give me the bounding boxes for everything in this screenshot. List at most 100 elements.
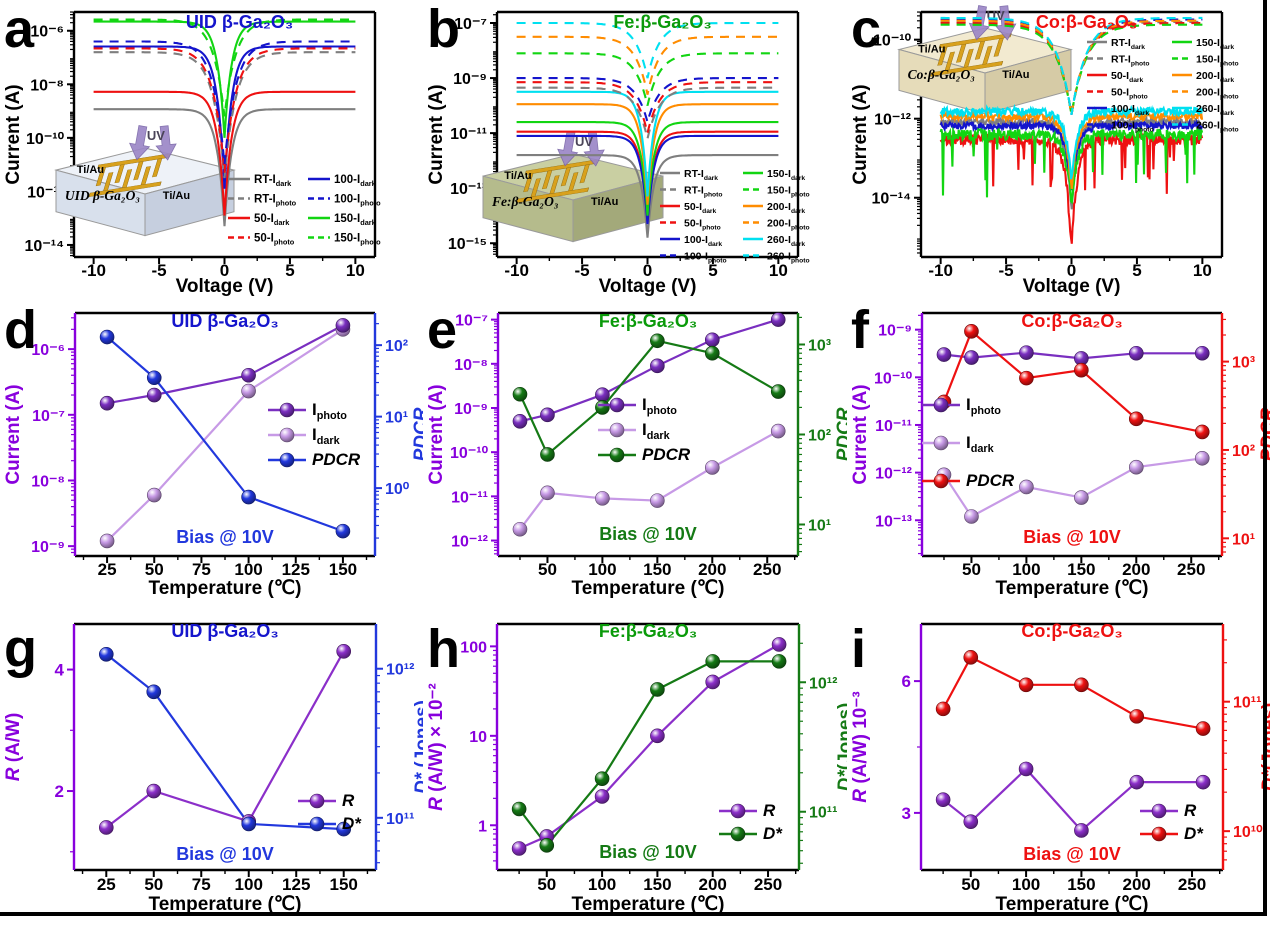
data-point-marker xyxy=(1195,721,1211,736)
legend-label: 260-Iphoto xyxy=(767,251,810,265)
device-schematic-inset: UV Ti/Au Ti/Au Fe:β-Ga₂O₃ xyxy=(482,131,664,243)
x-tick-label: -5 xyxy=(575,261,590,280)
axes: 25 50 75 100 125 150 2 4 10¹¹ 10¹² xyxy=(55,622,414,894)
y-axis-label: Current (A) xyxy=(426,84,447,184)
x-tick-label: 5 xyxy=(1132,261,1141,280)
data-point-marker xyxy=(1128,345,1144,361)
y-left-axis-label: Current (A) xyxy=(850,384,871,484)
panel-i: i 50 100 150 200 250 3 6 10¹⁰ 10¹¹ R D* Co:β-Ga₂O₃ Bi… xyxy=(847,608,1270,926)
x-axis-label: Voltage (V) xyxy=(1023,276,1121,297)
iv-curve-50-I-dark xyxy=(93,90,356,216)
uv-label: UV xyxy=(147,128,165,143)
data-point-marker xyxy=(241,367,256,383)
device-schematic-inset: UV Ti/Au Ti/Au UID β-Ga₂O₃ xyxy=(54,125,236,237)
x-tick-label: 150 xyxy=(1067,875,1095,894)
x-tick-label: -5 xyxy=(152,261,167,280)
data-point-marker xyxy=(650,493,665,508)
x-axis-label: Temperature (℃) xyxy=(572,578,725,599)
uv-arrow-icon xyxy=(583,131,605,167)
iv-curve-50-I-photo xyxy=(516,81,779,134)
axes: 50 100 150 200 250 10⁻¹² 10⁻¹¹ 10⁻¹⁰ 10⁻⁹ 10⁻⁸ 10⁻… xyxy=(450,311,831,579)
y-left-tick-label: 10⁻¹⁰ xyxy=(26,131,65,148)
y-left-tick-label: 10⁻⁸ xyxy=(31,473,65,490)
uv-arrow-icon xyxy=(155,125,177,161)
data-point-marker xyxy=(705,654,721,669)
data-point-marker xyxy=(936,347,952,362)
y-right-axis-label: PDCR xyxy=(834,407,847,461)
y-left-tick-label: 10⁻¹⁰ xyxy=(873,33,912,50)
iv-curve-150-I-dark xyxy=(939,126,1204,205)
panel-title: UID β-Ga₂O₃ xyxy=(186,12,293,32)
y-left-tick-label: 10⁻¹⁴ xyxy=(872,191,912,208)
bias-annotation: Bias @ 10V xyxy=(1023,844,1121,864)
iv-curve-100-I-dark xyxy=(516,134,779,225)
page-bottom-border xyxy=(0,912,1267,916)
data-point-marker xyxy=(609,447,625,463)
y-right-tick-label: 10³ xyxy=(1232,355,1255,372)
iv-curve-100-I-dark xyxy=(93,45,356,189)
data-point-marker xyxy=(964,350,979,365)
interdigitated-electrodes xyxy=(516,159,598,204)
data-point-marker xyxy=(963,650,979,665)
y-right-tick-label: 10¹ xyxy=(808,518,831,535)
legend-label: Iphoto xyxy=(642,395,677,417)
legend-label: 150-Iphoto xyxy=(767,185,810,199)
x-tick-label: -10 xyxy=(928,261,953,280)
data-point-marker xyxy=(1128,411,1144,427)
y-left-tick-label: 10⁻¹¹ xyxy=(451,489,488,506)
iv-curve-150-I-photo xyxy=(516,52,779,106)
axes: -10 -5 0 5 10 10⁻¹⁴ 10⁻¹² 10⁻¹⁰ 10⁻⁸ 10⁻⁶ xyxy=(25,10,377,280)
legend-label: 200-Iphoto xyxy=(767,218,810,232)
data-point-marker xyxy=(336,821,352,837)
contact-label-right: Ti/Au xyxy=(591,196,618,208)
data-point-marker xyxy=(241,383,256,399)
iv-curve-RT-I-photo xyxy=(516,86,779,139)
data-point-marker xyxy=(1128,459,1144,475)
x-tick-label: 250 xyxy=(753,560,781,579)
substrate-label: Fe:β-Ga₂O₃ xyxy=(491,194,559,209)
x-tick-label: 250 xyxy=(1177,560,1205,579)
legend-label: 100-Iphoto xyxy=(1111,120,1154,134)
data-point-marker xyxy=(1074,677,1089,693)
x-tick-label: 200 xyxy=(699,875,727,894)
x-tick-label: 200 xyxy=(1122,560,1150,579)
y-left-tick-label: 10⁻⁹ xyxy=(878,323,912,340)
legend-label: 260-Iphoto xyxy=(1196,120,1239,134)
data-point-marker xyxy=(279,402,295,418)
legend-label: 150-Idark xyxy=(334,213,377,227)
panel-d-chart: 25 50 75 100 125 150 10⁻⁹ 10⁻⁸ 10⁻⁷ 10⁻⁶ 10⁰ 10¹ 10²… xyxy=(3,311,423,599)
data-series xyxy=(98,644,352,837)
legend-label: 150-Iphoto xyxy=(334,233,381,247)
legend-label: R xyxy=(342,791,355,810)
y-right-tick-label: 10¹² xyxy=(809,675,837,692)
data-point-marker xyxy=(309,793,325,809)
x-tick-label: 250 xyxy=(754,875,782,894)
data-point-marker xyxy=(1018,761,1034,777)
panel-i-chart: 50 100 150 200 250 3 6 10¹⁰ 10¹¹ R D* Co:β-Ga₂O₃ Bia… xyxy=(850,621,1270,915)
legend: R D* xyxy=(719,801,783,843)
data-point-marker xyxy=(1129,709,1145,724)
x-tick-label: 150 xyxy=(330,875,358,894)
legend-label: PDCR xyxy=(642,445,691,464)
series-line-PDCR xyxy=(942,329,1203,433)
iv-curve-260-I-dark xyxy=(516,90,779,197)
data-point-marker xyxy=(963,814,979,829)
contact-label-right: Ti/Au xyxy=(163,190,190,202)
legend-label: 100-Iphoto xyxy=(334,194,381,208)
legend-label: RT-Idark xyxy=(254,174,292,188)
legend-label: Idark xyxy=(312,425,341,447)
data-point-marker xyxy=(1019,370,1034,386)
panel-b: b -10 -5 0 5 10 10⁻¹⁵ 10⁻¹³ 10⁻¹¹ 10⁻⁹ 10⁻⁷ UV Ti/Au… xyxy=(423,0,847,298)
data-point-marker xyxy=(335,523,351,539)
panel-e: e 50 100 150 200 250 10⁻¹² 10⁻¹¹ 10⁻¹⁰ 10⁻⁹ 10⁻⁸ 10… xyxy=(423,298,847,608)
y-left-tick-label: 10⁻¹³ xyxy=(875,513,912,530)
substrate-side-face xyxy=(984,48,1072,115)
x-tick-label: 25 xyxy=(98,560,117,579)
y-left-tick-label: 10⁻⁶ xyxy=(30,24,64,41)
panel-h-chart: 50 100 150 200 250 1 10 100 10¹¹ 10¹² R D* Fe:β-Ga₂O… xyxy=(426,621,847,915)
panel-title: UID β-Ga₂O₃ xyxy=(171,311,278,331)
panel-a: a -10 -5 0 5 10 10⁻¹⁴ 10⁻¹² 10⁻¹⁰ 10⁻⁸ 10⁻⁶ UV Ti/Au… xyxy=(0,0,423,298)
contact-label-left: Ti/Au xyxy=(918,44,945,56)
y-left-tick-label: 10⁻⁶ xyxy=(31,342,65,359)
